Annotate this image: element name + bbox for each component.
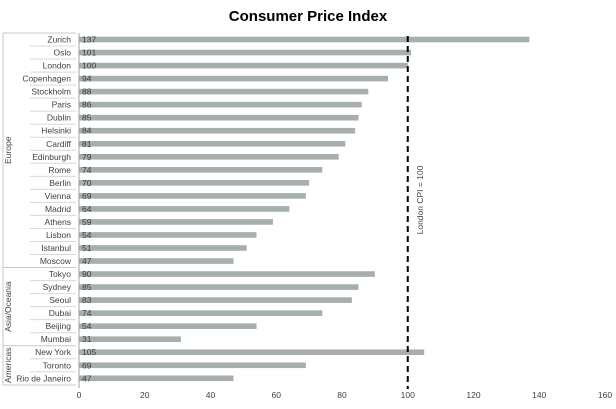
bar-dublin [79,114,359,121]
category-label: Edinburgh [32,152,71,162]
bar-madrid [79,206,290,212]
group-label: Europe [3,136,13,164]
bar-oslo [79,49,412,56]
category-label: Helsinki [41,126,71,136]
category-label: Toronto [43,360,72,370]
bar-edinburgh [79,153,339,160]
category-label: Zurich [47,35,71,45]
data-label: 84 [82,126,92,136]
chart-title: Consumer Price Index [229,8,388,25]
bar-dubai [79,310,323,316]
data-label: 100 [82,61,96,71]
x-tick-label: 160 [598,390,612,400]
bar-sydney [79,284,359,290]
category-label: Tokyo [49,269,71,279]
category-label: Cardiff [46,139,72,149]
data-label: 83 [82,295,92,305]
bar-zurich [79,36,530,43]
x-tick-label: 60 [272,390,282,400]
group-label: Asia/Oceania [3,281,13,332]
category-label: Berlin [49,178,71,188]
x-tick-label: 80 [337,390,347,400]
category-label: Madrid [45,204,71,214]
data-label: 94 [82,74,92,84]
bar-rio-de-janeiro [79,375,234,382]
bar-vienna [79,193,306,199]
data-label: 101 [82,48,96,58]
category-label: Mumbai [41,334,71,344]
category-label: Oslo [54,48,72,58]
bar-mumbai [79,336,181,343]
bar-berlin [79,180,310,186]
x-tick-label: 20 [140,390,150,400]
category-label: London [43,61,72,71]
data-label: 137 [82,35,96,45]
category-label: Moscow [40,256,72,266]
category-label: Dubai [49,308,71,318]
data-label: 69 [82,191,92,201]
bar-seoul [79,297,352,303]
data-label: 85 [82,113,92,123]
data-label: 47 [82,256,92,266]
data-label: 47 [82,373,92,383]
bar-london [79,62,408,69]
category-label: Dublin [47,113,71,123]
data-label: 54 [82,230,92,240]
bar-copenhagen [79,75,389,82]
bar-beijing [79,323,257,329]
x-tick-label: 140 [532,390,546,400]
bar-toronto [79,362,306,369]
category-label: Sydney [43,282,72,292]
category-label: Beijing [45,321,71,331]
bar-paris [79,101,362,108]
category-label: Istanbul [41,243,71,253]
data-label: 74 [82,308,92,318]
x-tick-label: 0 [77,390,82,400]
category-label: New York [35,347,72,357]
category-label: Rome [48,165,71,175]
category-label: Seoul [49,295,71,305]
bar-rome [79,167,323,173]
data-label: 70 [82,178,92,188]
data-label: 69 [82,360,92,370]
data-label: 81 [82,139,92,149]
category-label: Paris [52,100,71,110]
data-label: 90 [82,269,92,279]
bar-cardiff [79,140,346,147]
data-label: 54 [82,321,92,331]
bar-tokyo [79,271,375,277]
bar-stockholm [79,88,369,95]
data-label: 79 [82,152,92,162]
category-label: Athens [45,217,71,227]
data-label: 88 [82,87,92,97]
data-label: 59 [82,217,92,227]
reference-line-label: London CPI = 100 [415,165,425,234]
data-label: 51 [82,243,92,253]
x-tick-label: 100 [401,390,415,400]
data-label: 31 [82,334,92,344]
bar-new-york [79,349,425,356]
data-label: 64 [82,204,92,214]
x-tick-label: 120 [466,390,480,400]
bar-istanbul [79,245,247,251]
bar-helsinki [79,127,356,134]
data-label: 74 [82,165,92,175]
data-label: 105 [82,347,96,357]
data-label: 85 [82,282,92,292]
group-label: Americas [3,348,13,383]
data-label: 86 [82,100,92,110]
category-label: Copenhagen [22,74,71,84]
bar-lisbon [79,232,257,238]
bar-athens [79,219,273,225]
category-label: Vienna [45,191,72,201]
category-label: Lisbon [46,230,71,240]
x-tick-label: 40 [206,390,216,400]
bar-moscow [79,258,234,264]
category-label: Rio de Janeiro [16,373,71,383]
category-label: Stockholm [31,87,71,97]
